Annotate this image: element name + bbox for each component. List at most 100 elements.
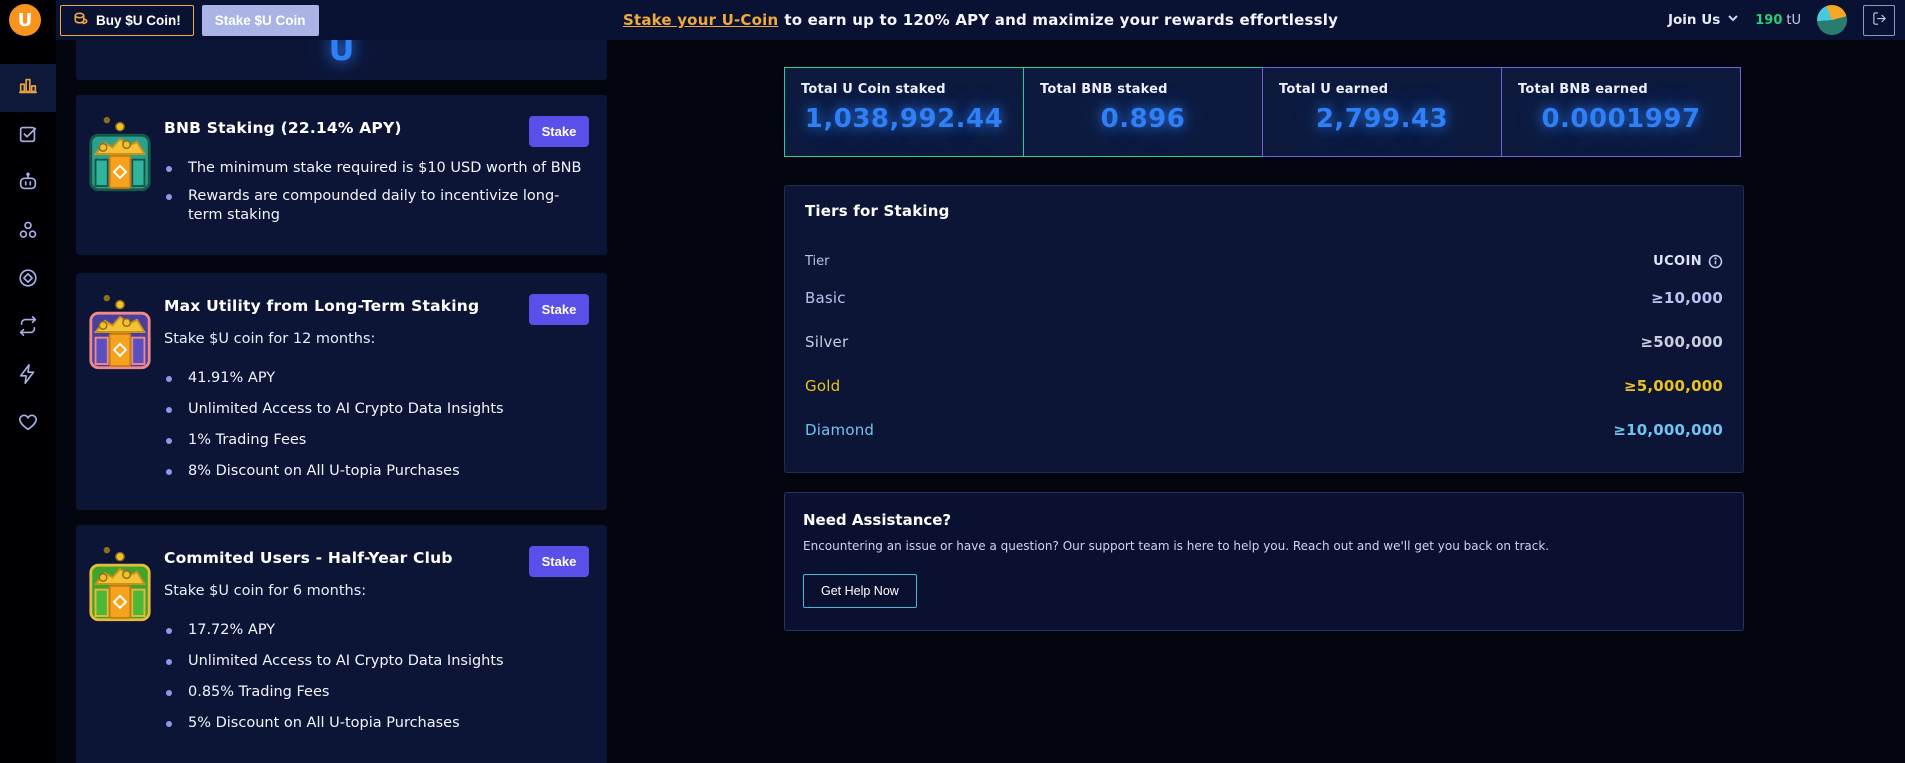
treasure-chest-icon bbox=[88, 291, 152, 373]
stat-value: 0.896 bbox=[1100, 104, 1186, 134]
tier-row-diamond: Diamond ≥10,000,000 bbox=[805, 408, 1723, 452]
tiers-col-tier: Tier bbox=[805, 253, 830, 269]
top-bar: Buy $U Coin! Stake $U Coin Stake your U-… bbox=[56, 0, 1905, 40]
join-us-label: Join Us bbox=[1668, 12, 1721, 28]
tier-name: Basic bbox=[805, 289, 846, 307]
tier-row-silver: Silver ≥500,000 bbox=[805, 320, 1723, 364]
network-circles-icon bbox=[17, 219, 39, 245]
get-help-button[interactable]: Get Help Now bbox=[803, 574, 917, 608]
tier-name: Silver bbox=[805, 333, 849, 351]
tier-row-gold: Gold ≥5,000,000 bbox=[805, 364, 1723, 408]
card-bullets: 41.91% APY Unlimited Access to AI Crypto… bbox=[164, 369, 589, 481]
card-bullet: 41.91% APY bbox=[164, 369, 589, 388]
assistance-panel: Need Assistance? Encountering an issue o… bbox=[784, 492, 1744, 631]
card-bullets: 17.72% APY Unlimited Access to AI Crypto… bbox=[164, 621, 589, 733]
card-title: Max Utility from Long-Term Staking bbox=[164, 297, 480, 315]
coins-icon bbox=[73, 11, 89, 30]
tiers-header-row: Tier UCOIN bbox=[805, 246, 1723, 276]
chevron-down-icon bbox=[1727, 12, 1739, 28]
top-right-cluster: Join Us 190 tU bbox=[1668, 4, 1895, 36]
buy-ucoin-button[interactable]: Buy $U Coin! bbox=[60, 4, 194, 36]
app-logo-letter: U bbox=[17, 9, 33, 31]
token-balance: 190 tU bbox=[1755, 13, 1801, 28]
card-bullets: The minimum stake required is $10 USD wo… bbox=[164, 159, 589, 225]
stake-ucoin-button[interactable]: Stake $U Coin bbox=[201, 4, 319, 36]
card-bullet: Rewards are compounded daily to incentiv… bbox=[164, 187, 589, 225]
card-bullet: Unlimited Access to AI Crypto Data Insig… bbox=[164, 652, 589, 671]
tier-threshold: ≥500,000 bbox=[1640, 333, 1723, 351]
card-title: Commited Users - Half-Year Club bbox=[164, 549, 453, 567]
assistance-body: Encountering an issue or have a question… bbox=[803, 539, 1550, 553]
buy-ucoin-label: Buy $U Coin! bbox=[96, 12, 181, 28]
card-bullet: 1% Trading Fees bbox=[164, 431, 589, 450]
sidebar-item-rewards[interactable] bbox=[0, 400, 56, 448]
card-bullet: Unlimited Access to AI Crypto Data Insig… bbox=[164, 400, 589, 419]
tier-threshold: ≥10,000 bbox=[1651, 289, 1723, 307]
stat-label: Total BNB earned bbox=[1518, 82, 1648, 97]
treasure-chest-icon bbox=[88, 543, 152, 625]
stat-label: Total U earned bbox=[1279, 82, 1389, 97]
tiers-title: Tiers for Staking bbox=[805, 202, 950, 220]
treasure-chest-icon bbox=[88, 113, 152, 195]
sidebar-item-swap[interactable] bbox=[0, 304, 56, 352]
promo-banner: Stake your U-Coin to earn up to 120% APY… bbox=[623, 0, 1338, 40]
stat-value: 1,038,992.44 bbox=[804, 104, 1004, 134]
stake-button[interactable]: Stake bbox=[529, 116, 589, 147]
sidebar-item-bot[interactable] bbox=[0, 160, 56, 208]
info-icon[interactable] bbox=[1708, 254, 1723, 269]
stat-total-bnb-earned: Total BNB earned 0.0001997 bbox=[1501, 67, 1741, 157]
stake-button[interactable]: Stake bbox=[529, 294, 589, 325]
stat-total-u-earned: Total U earned 2,799.43 bbox=[1262, 67, 1502, 157]
token-balance-amount: 190 bbox=[1755, 12, 1783, 28]
card-bullet: 8% Discount on All U-topia Purchases bbox=[164, 462, 589, 481]
bar-chart-icon bbox=[17, 75, 39, 101]
stat-value: 2,799.43 bbox=[1315, 104, 1449, 134]
card-title: BNB Staking (22.14% APY) bbox=[164, 119, 402, 137]
stat-value: 0.0001997 bbox=[1541, 104, 1701, 134]
card-bullet: 5% Discount on All U-topia Purchases bbox=[164, 714, 589, 733]
tier-row-basic: Basic ≥10,000 bbox=[805, 276, 1723, 320]
sidebar: U bbox=[0, 0, 56, 763]
repeat-icon bbox=[17, 315, 39, 341]
check-square-icon bbox=[17, 123, 39, 149]
promo-banner-text: to earn up to 120% APY and maximize your… bbox=[784, 11, 1339, 29]
diamond-target-icon bbox=[17, 267, 39, 293]
stat-total-bnb-staked: Total BNB staked 0.896 bbox=[1023, 67, 1263, 157]
card-long-term-staking: Stake Max Utility from Long-Term Staking… bbox=[76, 273, 607, 510]
heart-icon bbox=[17, 411, 39, 437]
card-half-year-club: Stake Commited Users - Half-Year Club St… bbox=[76, 525, 607, 763]
stat-total-ucoin-staked: Total U Coin staked 1,038,992.44 bbox=[784, 67, 1024, 157]
tiers-panel: Tiers for Staking Tier UCOIN Basic ≥10,0… bbox=[784, 185, 1744, 473]
lightning-icon bbox=[17, 363, 39, 389]
card-bullet: The minimum stake required is $10 USD wo… bbox=[164, 159, 589, 178]
sidebar-nav bbox=[0, 64, 56, 448]
card-bnb-staking: Stake BNB Staking (22.14% APY) The minim… bbox=[76, 95, 607, 255]
stat-label: Total U Coin staked bbox=[801, 82, 946, 97]
logout-icon bbox=[1872, 11, 1887, 29]
tier-threshold: ≥10,000,000 bbox=[1613, 421, 1723, 439]
sidebar-item-boost[interactable] bbox=[0, 352, 56, 400]
logout-button[interactable] bbox=[1863, 4, 1895, 36]
avatar[interactable] bbox=[1817, 5, 1847, 35]
sidebar-item-tasks[interactable] bbox=[0, 112, 56, 160]
card-bullet: 0.85% Trading Fees bbox=[164, 683, 589, 702]
tier-threshold: ≥5,000,000 bbox=[1623, 377, 1723, 395]
tier-name: Gold bbox=[805, 377, 841, 395]
app-logo[interactable]: U bbox=[9, 4, 41, 36]
robot-icon bbox=[17, 171, 39, 197]
tier-name: Diamond bbox=[805, 421, 875, 439]
stake-button[interactable]: Stake bbox=[529, 546, 589, 577]
sidebar-item-dashboard[interactable] bbox=[0, 64, 56, 112]
token-balance-unit: tU bbox=[1786, 12, 1801, 28]
sidebar-item-target[interactable] bbox=[0, 256, 56, 304]
staking-stats-row: Total U Coin staked 1,038,992.44 Total B… bbox=[784, 67, 1744, 157]
assistance-title: Need Assistance? bbox=[803, 511, 952, 529]
card-subtitle: Stake $U coin for 12 months: bbox=[164, 331, 376, 347]
stake-ucoin-link[interactable]: Stake your U-Coin bbox=[622, 11, 779, 29]
card-subtitle: Stake $U coin for 6 months: bbox=[164, 583, 367, 599]
sidebar-item-community[interactable] bbox=[0, 208, 56, 256]
tiers-col-ucoin: UCOIN bbox=[1653, 253, 1702, 269]
stat-label: Total BNB staked bbox=[1040, 82, 1168, 97]
join-us-dropdown[interactable]: Join Us bbox=[1668, 12, 1739, 28]
